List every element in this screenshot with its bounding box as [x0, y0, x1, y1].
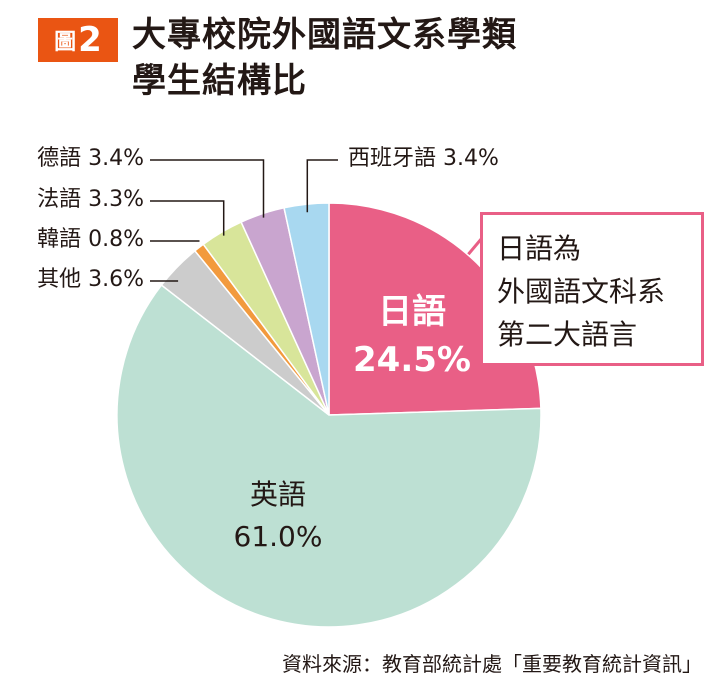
leader-line-5: [150, 159, 265, 218]
slice-name-0: 日語: [378, 292, 446, 332]
slice-label-0: 日語 24.5%: [342, 288, 482, 384]
slice-label-5: 德語 3.4%: [37, 146, 144, 171]
callout-line-2: 外國語文科系: [497, 275, 666, 308]
callout-line-3: 第二大語言: [497, 318, 638, 351]
slice-value-0: 24.5%: [353, 340, 471, 380]
pie-slice-6: [283, 202, 330, 416]
slice-name-1: 英語: [249, 478, 306, 511]
slice-label-2: 其他 3.6%: [37, 267, 144, 292]
slice-label-1: 英語 61.0%: [198, 474, 358, 558]
pie-slice-1: [116, 284, 542, 628]
slice-value-1: 61.0%: [233, 520, 323, 553]
title-line-2: 學生結構比: [132, 61, 307, 101]
source-note: 資料來源：教育部統計處「重要教育統計資訊」: [282, 652, 702, 676]
leader-line-6: [306, 159, 338, 213]
figure-label: 圖: [54, 30, 77, 55]
slice-label-3: 韓語 0.8%: [37, 227, 144, 252]
callout-line-1: 日語為: [497, 232, 582, 265]
figure-number: 2: [78, 20, 102, 60]
chart-title: 大專校院外國語文系學類 學生結構比: [132, 12, 517, 104]
slice-label-6: 西班牙語 3.4%: [348, 146, 499, 171]
figure-badge: 圖 2: [38, 18, 118, 62]
japanese-callout: 日語為 外國語文科系 第二大語言: [480, 212, 704, 366]
slice-label-4: 法語 3.3%: [37, 187, 144, 212]
leader-line-4: [150, 200, 225, 236]
title-line-1: 大專校院外國語文系學類: [132, 15, 517, 55]
